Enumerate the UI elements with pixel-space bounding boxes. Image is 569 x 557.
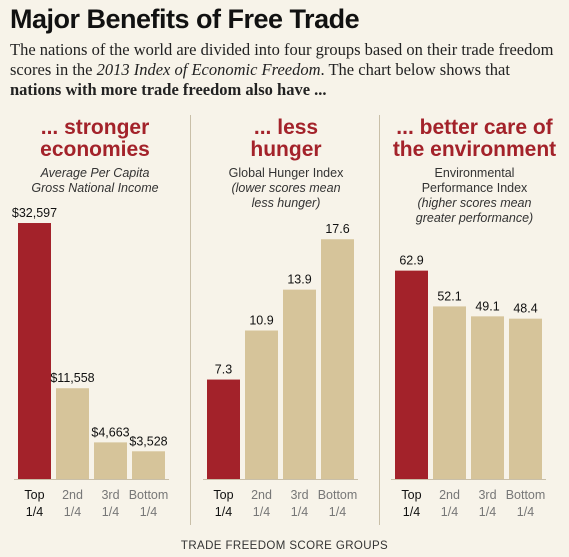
category-tick-label: 3rd (101, 488, 119, 502)
category-tick-label: 1/4 (102, 505, 119, 519)
category-tick-label: Top (401, 488, 421, 502)
data-label: 62.9 (399, 254, 423, 268)
bar (94, 442, 127, 479)
category-tick-label: 1/4 (215, 505, 232, 519)
bar (207, 379, 240, 479)
bar (433, 306, 466, 479)
category-tick-label: 1/4 (64, 505, 81, 519)
panel-subtitle-line: (lower scores mean (231, 181, 341, 195)
panel-subtitle-environment: Environmental Performance Index (higher … (380, 166, 569, 226)
panel-subtitle-line: greater performance) (415, 211, 534, 225)
panel-heading-line: hunger (250, 138, 322, 161)
category-tick-label: 1/4 (253, 505, 270, 519)
data-label: $3,528 (129, 434, 167, 448)
category-tick-label: 2nd (251, 488, 272, 502)
panel-subtitle-line: (higher scores mean (417, 196, 532, 210)
category-tick-label: 1/4 (329, 505, 346, 519)
bar (395, 270, 428, 479)
bar (471, 316, 504, 479)
category-tick-label: Top (24, 488, 44, 502)
category-tick-label: 2nd (439, 488, 460, 502)
category-tick-label: 1/4 (479, 505, 496, 519)
data-label: 13.9 (287, 273, 311, 287)
data-label: $11,558 (50, 371, 94, 385)
bar (321, 239, 354, 479)
panel-heading-line: ... less (253, 116, 319, 139)
x-axis-group-label: TRADE FREEDOM SCORE GROUPS (180, 540, 389, 552)
bar (283, 289, 316, 479)
bar (132, 451, 165, 479)
panel-subtitle-line: Environmental (434, 166, 515, 180)
panel-subtitle-line: Average Per Capita (40, 166, 150, 180)
data-label: 49.1 (475, 299, 499, 313)
category-tick-label: 3rd (290, 488, 308, 502)
category-tick-label: 1/4 (140, 505, 157, 519)
data-label: $4,663 (91, 425, 129, 439)
data-label: 48.4 (513, 302, 537, 316)
data-label: 52.1 (437, 289, 461, 303)
category-tick-label: 2nd (62, 488, 83, 502)
category-tick-label: Bottom (129, 488, 169, 502)
bar (245, 330, 278, 479)
intro-part2: . The chart below shows that (320, 60, 510, 79)
intro-text: The nations of the world are divided int… (10, 40, 562, 100)
chart-title: Major Benefits of Free Trade (10, 4, 360, 34)
category-tick-label: 3rd (478, 488, 496, 502)
category-tick-label: Top (213, 488, 233, 502)
panel-subtitle-line: Gross National Income (31, 181, 159, 195)
data-label: $32,597 (12, 206, 57, 220)
data-label: 17.6 (325, 222, 349, 236)
panel-heading-economies: ... stronger economies (0, 117, 190, 161)
panel-subtitle-hunger: Global Hunger Index (lower scores mean l… (191, 166, 381, 211)
panel-heading-environment: ... better care of the environment (380, 117, 569, 161)
panel-heading-line: ... better care of (396, 116, 553, 139)
panel-heading-line: ... stronger (40, 116, 150, 139)
panel-heading-hunger: ... less hunger (191, 117, 381, 161)
category-tick-label: Bottom (506, 488, 546, 502)
data-label: 10.9 (249, 314, 273, 328)
intro-bold: nations with more trade freedom also hav… (10, 80, 327, 99)
intro-part1: The nations of the world are divided int… (10, 40, 554, 79)
bar (18, 223, 51, 479)
panel-heading-line: economies (40, 138, 150, 161)
bar (509, 318, 542, 479)
category-tick-label: 1/4 (441, 505, 458, 519)
category-tick-label: Bottom (318, 488, 358, 502)
category-tick-label: 1/4 (403, 505, 420, 519)
intro-italic-source: 2013 Index of Economic Freedom (96, 60, 321, 79)
data-label: 7.3 (215, 363, 232, 377)
panel-subtitle-line: Performance Index (421, 181, 528, 195)
panel-subtitle-line: less hunger) (251, 196, 321, 210)
panel-heading-line: the environment (392, 138, 557, 161)
category-tick-label: 1/4 (291, 505, 308, 519)
panel-divider (190, 115, 191, 525)
category-tick-label: 1/4 (26, 505, 43, 519)
panel-subtitle-economies: Average Per Capita Gross National Income (0, 166, 190, 196)
category-tick-label: 1/4 (517, 505, 534, 519)
panel-subtitle-line: Global Hunger Index (228, 166, 344, 180)
bar (56, 388, 89, 479)
panel-divider (379, 115, 380, 525)
